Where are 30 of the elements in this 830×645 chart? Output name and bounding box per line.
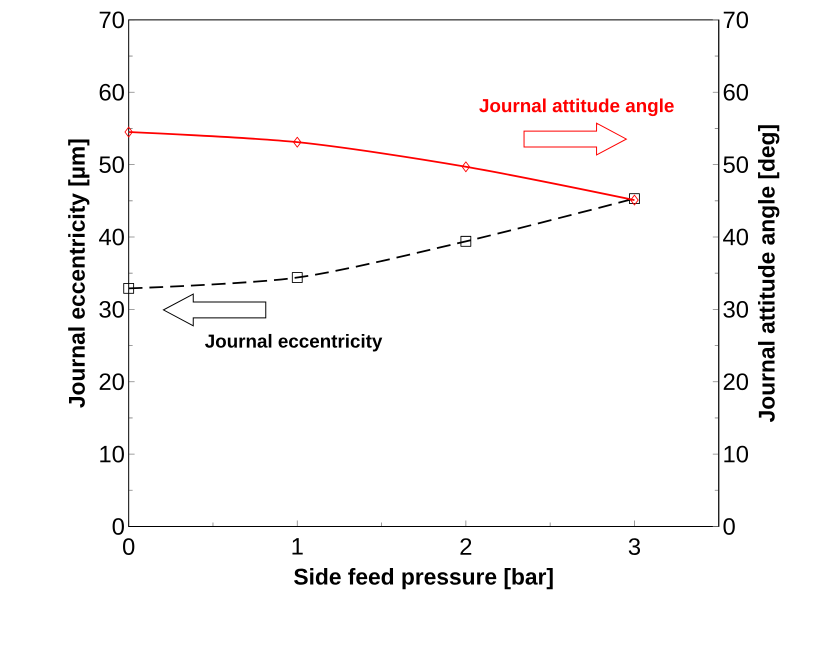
y2-tick-label: 70: [724, 12, 748, 28]
point: [292, 272, 303, 284]
point: [462, 162, 470, 172]
y2-tick-label: 40: [723, 228, 748, 246]
y2-tick-label: 60: [724, 84, 748, 101]
y-axis-title: Journal eccentricity [µm]: [68, 140, 90, 408]
point: [293, 136, 302, 148]
y-tick-label: 40: [99, 228, 124, 246]
point: [123, 283, 134, 294]
text: Journal attitude angle: [479, 98, 674, 116]
y-tick-label: 30: [99, 301, 124, 318]
y2-axis-title: Journal attitude angle [deg]: [758, 125, 780, 422]
x-tick-label: 2: [460, 538, 472, 555]
y-tick-label: 10: [100, 446, 124, 463]
x-tick-label: 3: [628, 538, 640, 556]
x-axis-title: Side feed pressure [bar]: [294, 568, 553, 590]
x-tick-label: 1: [292, 538, 303, 555]
y2-tick-label: 50: [723, 156, 748, 174]
y2-tick-label: 20: [724, 373, 748, 390]
y2-tick-label: 10: [724, 446, 748, 463]
point: [124, 126, 133, 138]
y-tick-label: 60: [100, 84, 124, 101]
text: Journal eccentricity: [205, 334, 382, 352]
y2-tick-label: 0: [723, 518, 735, 536]
y-tick-label: 50: [99, 156, 124, 174]
y-tick-label: 70: [100, 12, 124, 28]
point: [460, 236, 472, 247]
y-tick-label: 0: [112, 518, 124, 536]
y-tick-label: 20: [100, 373, 124, 390]
y2-tick-label: 30: [723, 301, 748, 318]
